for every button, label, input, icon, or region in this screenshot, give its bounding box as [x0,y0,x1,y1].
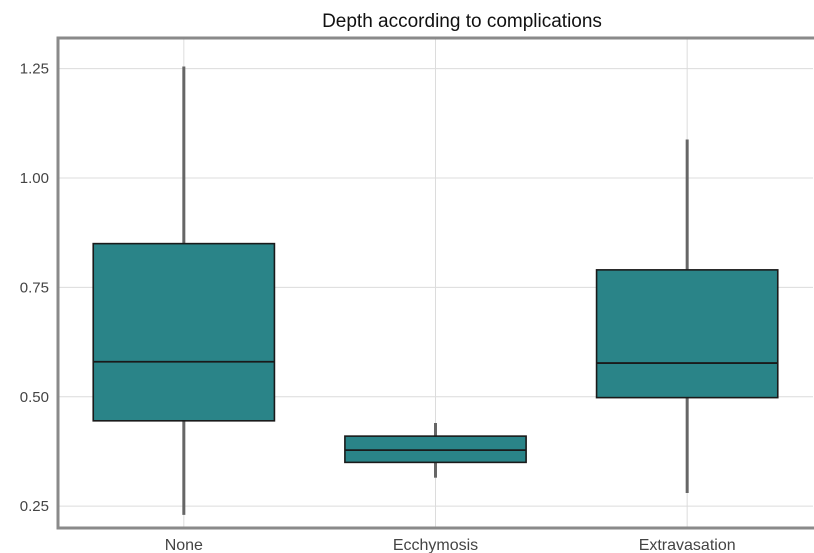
box-group-ecchymosis [344,423,527,478]
box-group-extravasation [595,139,779,493]
x-tick-label: Ecchymosis [393,537,478,553]
x-tick-label: Extravasation [639,537,736,553]
y-tick-label: 0.75 [20,279,49,296]
plot-frame [56,36,814,530]
box-layer [92,66,779,515]
box [92,242,276,422]
y-tick-label: 0.50 [20,389,49,406]
x-tick-label: None [165,537,203,553]
box [595,269,779,399]
box-group-none [92,66,276,515]
axis-layer: 0.25 0.50 0.75 1.00 1.25 None Ecchymosis Extrav… [20,61,736,553]
y-tick-label: 0.25 [20,498,49,515]
y-tick-label: 1.00 [20,170,49,187]
y-tick-label: 1.25 [20,61,49,78]
chart-title: Depth according to complications [322,11,602,32]
